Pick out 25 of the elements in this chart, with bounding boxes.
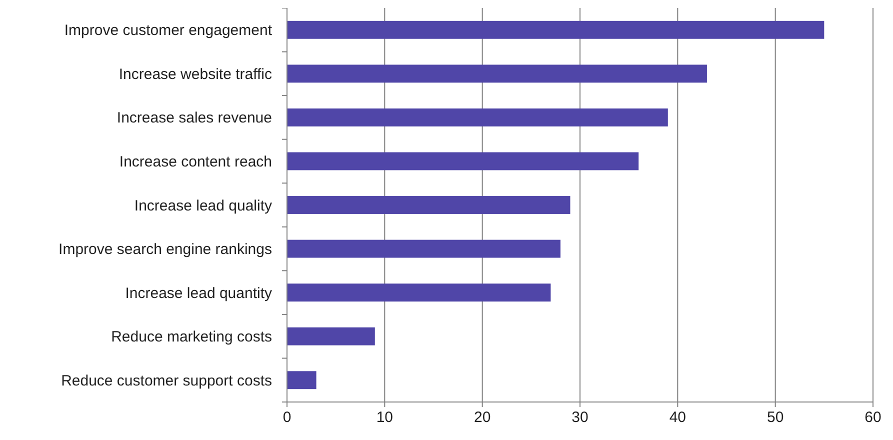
bar bbox=[287, 108, 668, 126]
bar bbox=[287, 196, 570, 214]
bar bbox=[287, 284, 551, 302]
x-tick-label: 60 bbox=[864, 409, 882, 426]
bar bbox=[287, 152, 639, 170]
y-tick-label: Improve customer engagement bbox=[64, 22, 273, 40]
bar bbox=[287, 20, 824, 39]
x-tick-label: 10 bbox=[376, 409, 394, 426]
x-tick-label: 0 bbox=[282, 409, 292, 426]
y-tick-label: Improve search engine rankings bbox=[58, 241, 272, 258]
x-tick-label: 30 bbox=[572, 409, 588, 426]
y-tick-label: Increase sales revenue bbox=[116, 110, 272, 127]
bar bbox=[287, 240, 560, 258]
x-tick-label: 50 bbox=[766, 409, 784, 426]
x-tick-label: 20 bbox=[474, 409, 491, 426]
y-tick-label: Increase website traffic bbox=[118, 66, 272, 83]
y-tick-label: Increase lead quality bbox=[134, 197, 272, 214]
y-tick-label: Reduce marketing costs bbox=[111, 328, 272, 346]
x-tick-label: 40 bbox=[669, 409, 686, 426]
bar bbox=[287, 64, 707, 83]
y-tick-label: Reduce customer support costs bbox=[61, 372, 272, 390]
bar bbox=[287, 327, 375, 346]
bar bbox=[287, 371, 316, 390]
y-tick-label: Increase content reach bbox=[119, 153, 272, 170]
y-tick-label: Increase lead quantity bbox=[125, 284, 272, 302]
